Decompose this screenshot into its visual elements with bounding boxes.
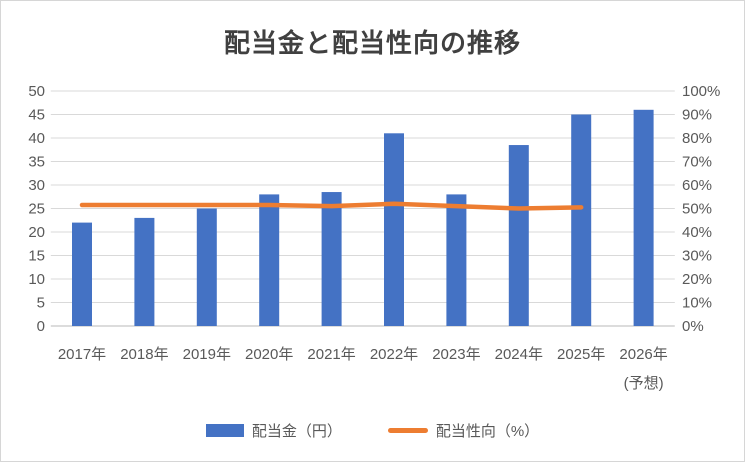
left-axis-tick-label: 30	[28, 177, 45, 194]
x-axis-category-label: 2018年	[120, 346, 168, 363]
left-axis-tick-label: 40	[28, 130, 45, 147]
x-axis-category-label: 2017年	[58, 346, 106, 363]
bar-2024年	[508, 145, 529, 326]
left-axis-tick-label: 45	[28, 107, 45, 124]
left-axis-tick-label: 0	[37, 318, 45, 335]
legend-label-dividend: 配当金（円）	[251, 423, 342, 440]
right-axis-tick-label: 10%	[682, 295, 712, 312]
bar-2020年	[259, 194, 280, 326]
legend: 配当金（円） 配当性向（%）	[1, 420, 744, 441]
right-axis-tick-label: 20%	[682, 271, 712, 288]
right-axis-tick-label: 80%	[682, 130, 712, 147]
line-series-swatch-icon	[387, 428, 428, 433]
right-axis-tick-label: 70%	[682, 154, 712, 171]
legend-item-dividend: 配当金（円）	[205, 420, 342, 441]
payout-ratio-line	[79, 201, 584, 211]
x-axis-category-label: 2025年	[557, 346, 605, 363]
bar-2026年	[633, 109, 654, 326]
x-axis-category-label: 2022年	[370, 346, 418, 363]
x-axis-forecast-note: (予想)	[624, 375, 664, 392]
bar-2022年	[384, 133, 404, 326]
left-axis-tick-label: 20	[28, 224, 45, 241]
bar-series-swatch-icon	[205, 424, 244, 437]
x-axis-category-label: 2021年	[307, 346, 355, 363]
legend-label-payout-ratio: 配当性向（%）	[435, 423, 540, 440]
right-axis-tick-label: 50%	[682, 201, 712, 218]
x-axis-category-label: 2019年	[183, 346, 231, 363]
bar-2018年	[134, 217, 155, 326]
x-axis-category-label: 2024年	[495, 346, 543, 363]
bar-2017年	[72, 222, 92, 326]
left-axis-tick-label: 15	[28, 248, 45, 265]
left-axis-tick-label: 50	[28, 83, 45, 100]
right-axis-tick-label: 40%	[682, 224, 712, 241]
bar-2025年	[571, 114, 592, 326]
bar-2019年	[196, 208, 217, 326]
right-axis-tick-label: 0%	[682, 318, 704, 335]
left-axis-tick-label: 5	[37, 295, 45, 312]
right-axis-tick-label: 30%	[682, 248, 712, 265]
right-axis-tick-label: 100%	[682, 83, 720, 100]
bar-2021年	[321, 192, 342, 326]
bar-2023年	[446, 194, 467, 326]
x-axis-category-label: 2026年	[619, 346, 667, 363]
left-axis-tick-label: 35	[28, 154, 45, 171]
legend-item-payout-ratio: 配当性向（%）	[387, 420, 540, 441]
chart-title: 配当金と配当性向の推移	[223, 28, 521, 58]
left-axis-tick-label: 10	[28, 271, 45, 288]
right-axis-tick-label: 60%	[682, 177, 712, 194]
x-axis-category-label: 2020年	[245, 346, 293, 363]
x-axis-category-label: 2023年	[432, 346, 480, 363]
left-axis-tick-label: 25	[28, 201, 45, 218]
right-axis-tick-label: 90%	[682, 107, 712, 124]
